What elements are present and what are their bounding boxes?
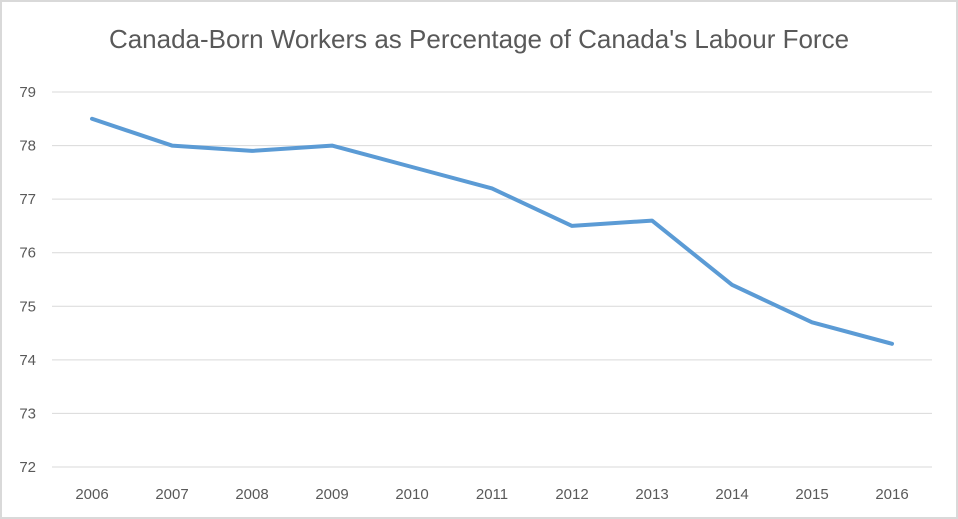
data-line xyxy=(90,116,894,346)
x-tick-label: 2010 xyxy=(395,486,428,503)
y-tick-label: 77 xyxy=(19,191,36,208)
x-tick-label: 2015 xyxy=(795,486,828,503)
y-tick-label: 76 xyxy=(19,245,36,262)
y-tick-label: 75 xyxy=(19,298,36,315)
x-tick-label: 2011 xyxy=(476,486,508,503)
y-tick-label: 73 xyxy=(19,405,36,422)
x-tick-label: 2009 xyxy=(315,486,348,503)
x-tick-label: 2014 xyxy=(715,486,748,503)
y-tick-label: 74 xyxy=(19,352,36,369)
y-tick-label: 79 xyxy=(19,84,36,101)
x-tick-label: 2012 xyxy=(555,486,588,503)
x-tick-label: 2008 xyxy=(235,486,268,503)
x-tick-label: 2006 xyxy=(75,486,108,503)
x-tick-label: 2013 xyxy=(635,486,668,503)
y-tick-label: 78 xyxy=(19,138,36,155)
x-tick-label: 2007 xyxy=(155,486,188,503)
y-tick-label: 72 xyxy=(19,459,36,476)
x-tick-label: 2016 xyxy=(875,486,908,503)
